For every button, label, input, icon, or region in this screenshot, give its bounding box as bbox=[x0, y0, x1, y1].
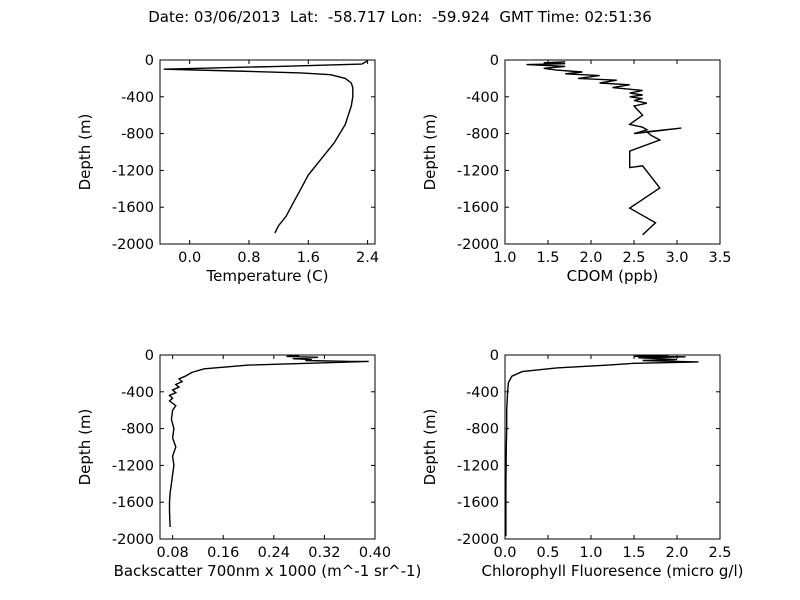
cdom-ytick-label: -400 bbox=[466, 90, 499, 106]
temperature-xtick-label: 2.4 bbox=[356, 250, 379, 266]
backscatter-xtick-label: 0.16 bbox=[207, 545, 239, 561]
chlorophyll-ytick-label: -2000 bbox=[457, 532, 499, 548]
chlorophyll-ytick-label: 0 bbox=[490, 348, 499, 364]
cdom-profile-line bbox=[526, 61, 682, 236]
backscatter-axes-frame bbox=[159, 354, 376, 540]
backscatter-ytick-label: -1200 bbox=[112, 458, 154, 474]
chlorophyll-xtick-label: 0.0 bbox=[493, 545, 516, 561]
temperature-ylabel: Depth (m) bbox=[76, 114, 94, 191]
backscatter-ytick-label: 0 bbox=[145, 348, 154, 364]
temperature-profile-line bbox=[163, 60, 369, 234]
cdom-xtick-label: 3.0 bbox=[665, 250, 688, 266]
cdom-ytick-label: -1600 bbox=[457, 200, 499, 216]
chlorophyll-ytick-label: -400 bbox=[466, 385, 499, 401]
chlorophyll-xtick-label: 1.5 bbox=[622, 545, 645, 561]
temperature-xtick-label: 0.0 bbox=[178, 250, 201, 266]
cdom-xlabel: CDOM (ppb) bbox=[567, 267, 659, 285]
cdom-xtick-label: 3.5 bbox=[708, 250, 731, 266]
chlorophyll-xtick-label: 1.0 bbox=[579, 545, 602, 561]
temperature-xlabel: Temperature (C) bbox=[206, 267, 329, 285]
chlorophyll-ylabel: Depth (m) bbox=[421, 409, 439, 486]
temperature-ytick-label: -1600 bbox=[112, 200, 154, 216]
backscatter-xtick-label: 0.24 bbox=[258, 545, 290, 561]
chlorophyll-ytick-label: -1600 bbox=[457, 495, 499, 511]
temperature-ytick-label: -1200 bbox=[112, 163, 154, 179]
figure-title: Date: 03/06/2013 Lat: -58.717 Lon: -59.9… bbox=[148, 8, 652, 26]
backscatter-ytick-label: -2000 bbox=[112, 532, 154, 548]
chlorophyll-profile-line bbox=[505, 355, 699, 537]
temperature-panel: 0.0 0.8 1.6 2.4 0 -400 -800 -1200 -1600 -2000 Temp… bbox=[76, 53, 379, 285]
temperature-ytick-label: -800 bbox=[121, 127, 154, 143]
chlorophyll-ytick-label: -1200 bbox=[457, 458, 499, 474]
backscatter-ytick-label: -800 bbox=[121, 422, 154, 438]
temperature-ytick-label: -2000 bbox=[112, 237, 154, 253]
backscatter-ytick-label: -400 bbox=[121, 385, 154, 401]
cdom-xtick-label: 2.5 bbox=[622, 250, 645, 266]
cdom-ylabel: Depth (m) bbox=[421, 114, 439, 191]
chlorophyll-xlabel: Chlorophyll Fluoresence (micro g/l) bbox=[482, 562, 744, 580]
cdom-xtick-label: 2.0 bbox=[579, 250, 602, 266]
temperature-ytick-label: 0 bbox=[145, 53, 154, 69]
temperature-ytick-label: -400 bbox=[121, 90, 154, 106]
chlorophyll-ytick-label: -800 bbox=[466, 422, 499, 438]
backscatter-ylabel: Depth (m) bbox=[76, 409, 94, 486]
backscatter-ytick-label: -1600 bbox=[112, 495, 154, 511]
cdom-xtick-label: 1.0 bbox=[493, 250, 516, 266]
temperature-xtick-label: 1.6 bbox=[297, 250, 320, 266]
backscatter-xtick-label: 0.08 bbox=[156, 545, 188, 561]
chlorophyll-xtick-label: 0.5 bbox=[536, 545, 559, 561]
cdom-ytick-label: 0 bbox=[490, 53, 499, 69]
chlorophyll-xtick-label: 2.5 bbox=[708, 545, 731, 561]
cdom-ytick-label: -2000 bbox=[457, 237, 499, 253]
cdom-ytick-label: -1200 bbox=[457, 163, 499, 179]
temperature-axes-frame bbox=[159, 59, 376, 245]
cdom-axes-frame bbox=[504, 59, 721, 245]
chlorophyll-xtick-label: 2.0 bbox=[665, 545, 688, 561]
chlorophyll-panel: 0.0 0.5 1.0 1.5 2.0 2.5 0 -400 -800 -1200 -1600 -20… bbox=[421, 348, 743, 580]
backscatter-profile-line bbox=[168, 355, 369, 528]
temperature-xtick-label: 0.8 bbox=[237, 250, 260, 266]
backscatter-xtick-label: 0.40 bbox=[359, 545, 391, 561]
chlorophyll-axes-frame bbox=[504, 354, 721, 540]
backscatter-panel: 0.08 0.16 0.24 0.32 0.40 0 -400 -800 -1200 -1600 -… bbox=[76, 348, 421, 580]
cdom-panel: 1.0 1.5 2.0 2.5 3.0 3.5 0 -400 -800 -1200 -1600 -20… bbox=[421, 53, 732, 285]
cdom-ytick-label: -800 bbox=[466, 127, 499, 143]
backscatter-xlabel: Backscatter 700nm x 1000 (m^-1 sr^-1) bbox=[114, 562, 422, 580]
backscatter-xtick-label: 0.32 bbox=[308, 545, 340, 561]
cdom-xtick-label: 1.5 bbox=[536, 250, 559, 266]
